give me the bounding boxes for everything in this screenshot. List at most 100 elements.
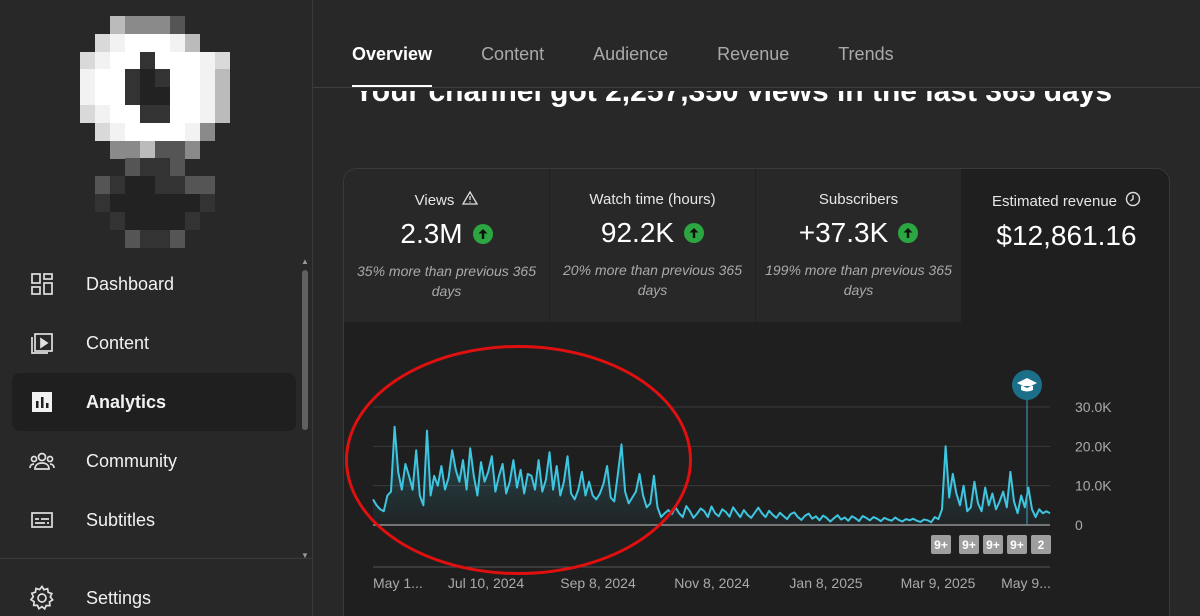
avatar-pixel	[95, 105, 110, 124]
channel-avatar[interactable]	[80, 16, 230, 248]
metric-title: Subscribers	[818, 191, 899, 208]
avatar-pixel	[185, 105, 200, 124]
gear-icon	[29, 585, 55, 611]
settings-label: Settings	[86, 587, 152, 608]
avatar-pixel	[155, 122, 170, 142]
avatar-pixel	[125, 69, 140, 88]
avatar-pixel	[95, 176, 110, 195]
y-tick-label: 30.0K	[1075, 399, 1112, 415]
metric-subscribers[interactable]: Subscribers +37.3K 199% more than previo…	[756, 169, 962, 322]
event-marker-label: 9+	[962, 538, 976, 552]
avatar-pixel	[155, 140, 170, 159]
avatar-pixel	[110, 105, 125, 124]
x-tick-label: May 1...	[373, 575, 423, 591]
metric-title-wrap: Views	[344, 190, 549, 209]
avatar-pixel	[125, 16, 140, 35]
avatar-pixel	[185, 211, 200, 231]
trend-up-icon	[684, 223, 705, 243]
avatar-pixel	[170, 69, 185, 88]
event-marker	[959, 535, 979, 554]
avatar-pixel	[125, 194, 140, 213]
avatar-pixel	[95, 69, 110, 88]
sidebar-item-analytics[interactable]: Analytics	[12, 373, 296, 431]
warning-icon	[462, 190, 479, 209]
event-marker-label: 9+	[1010, 538, 1024, 552]
y-tick-label: 10.0K	[1075, 478, 1112, 494]
tab-trends[interactable]: Trends	[838, 44, 894, 64]
event-marker	[1031, 535, 1051, 554]
sidebar-scrollbar[interactable]: ▲ ▼	[301, 257, 309, 560]
avatar-pixel	[140, 229, 155, 248]
avatar-pixel	[110, 122, 125, 142]
sidebar-item-label: Analytics	[86, 391, 167, 412]
avatar-pixel	[155, 16, 170, 35]
dashboard-icon	[29, 271, 55, 297]
avatar-pixel	[140, 51, 155, 70]
avatar-pixel	[110, 140, 125, 159]
avatar-pixel	[170, 194, 185, 213]
avatar-pixel	[185, 122, 200, 142]
sidebar-item-dashboard[interactable]: Dashboard	[12, 255, 296, 313]
metric-title-wrap: Estimated revenue	[962, 191, 1169, 211]
avatar-pixel	[110, 51, 125, 70]
metric-value: $12,861.16	[996, 220, 1137, 251]
sidebar-item-community[interactable]: Community	[12, 432, 296, 490]
avatar-pixel	[155, 158, 170, 177]
avatar-pixel	[125, 229, 140, 248]
scroll-up-arrow-icon[interactable]: ▲	[301, 257, 309, 266]
metric-value: +37.3K	[798, 217, 889, 248]
tab-bar: Overview Content Audience Revenue Trends	[352, 44, 943, 88]
trend-up-icon	[898, 223, 919, 243]
avatar-pixel	[110, 69, 125, 88]
tab-divider	[313, 87, 1200, 88]
scroll-down-arrow-icon[interactable]: ▼	[301, 551, 309, 560]
y-tick-label: 0	[1075, 517, 1083, 533]
metric-revenue[interactable]: Estimated revenue $12,861.16	[962, 169, 1169, 322]
avatar-pixel	[140, 122, 155, 142]
avatar-pixel	[200, 194, 215, 213]
avatar-pixel	[110, 176, 125, 195]
metric-value-wrap: +37.3K	[756, 216, 961, 250]
sidebar-item-subtitles[interactable]: Subtitles	[12, 491, 296, 549]
avatar-pixel	[155, 33, 170, 53]
tab-content[interactable]: Content	[481, 44, 545, 64]
avatar-pixel	[110, 16, 125, 35]
avatar-pixel	[95, 194, 110, 213]
metric-views[interactable]: Views 2.3M 35% more than previous 365 da…	[344, 169, 550, 322]
metric-title-wrap: Subscribers	[756, 191, 961, 208]
event-marker	[983, 535, 1003, 554]
avatar-pixel	[140, 87, 155, 106]
avatar-pixel	[170, 105, 185, 124]
avatar-pixel	[125, 122, 140, 142]
avatar-pixel	[125, 140, 140, 159]
tab-audience[interactable]: Audience	[593, 44, 669, 64]
avatar-pixel	[80, 51, 95, 70]
avatar-pixel	[125, 211, 140, 231]
avatar-pixel	[95, 51, 110, 70]
sidebar-item-content[interactable]: Content	[12, 314, 296, 372]
sidebar-item-label: Content	[86, 332, 150, 353]
avatar-pixel	[125, 51, 140, 70]
metric-title: Watch time (hours)	[589, 191, 716, 208]
community-icon	[29, 448, 55, 474]
avatar-pixel	[125, 87, 140, 106]
x-tick-label: Nov 8, 2024	[674, 575, 750, 591]
avatar-pixel	[140, 16, 155, 35]
avatar-pixel	[95, 87, 110, 106]
avatar-pixel	[200, 122, 215, 142]
avatar-pixel	[110, 33, 125, 53]
avatar-pixel	[170, 158, 185, 177]
sidebar: Dashboard Content Analytics Community Su…	[0, 0, 313, 616]
event-marker-label: 9+	[986, 538, 1000, 552]
tab-overview[interactable]: Overview	[352, 44, 433, 88]
avatar-pixel	[140, 69, 155, 88]
metric-row: Views 2.3M 35% more than previous 365 da…	[344, 169, 1169, 322]
metric-watch-time[interactable]: Watch time (hours) 92.2K 20% more than p…	[550, 169, 756, 322]
scroll-thumb[interactable]	[302, 270, 308, 430]
sidebar-item-settings[interactable]: Settings	[12, 569, 296, 616]
tab-revenue[interactable]: Revenue	[717, 44, 790, 64]
metric-title: Estimated revenue	[991, 192, 1118, 210]
avatar-pixel	[170, 51, 185, 70]
avatar-pixel	[110, 211, 125, 231]
